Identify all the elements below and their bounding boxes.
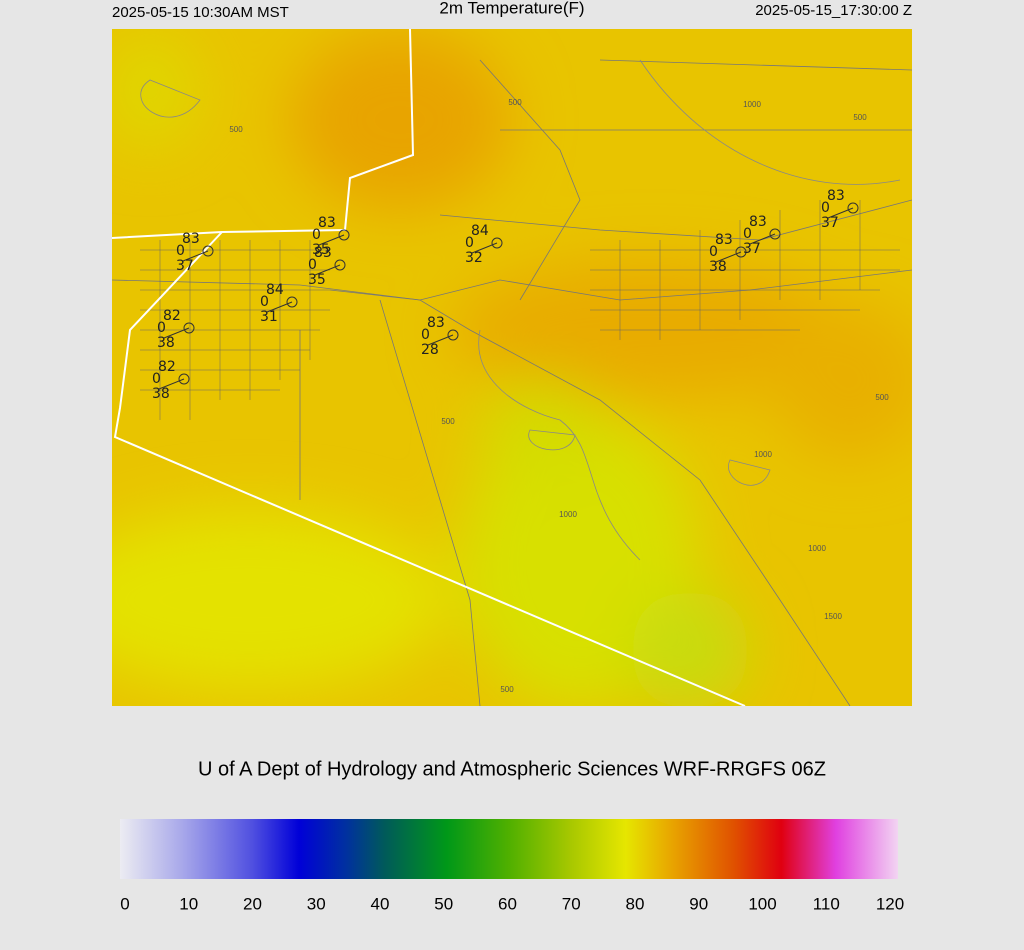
contour-label: 500	[508, 98, 522, 107]
station-circle	[769, 228, 781, 240]
station-circle	[183, 322, 195, 334]
contour-label: 500	[441, 417, 455, 426]
station-temp: 82	[158, 359, 176, 375]
station-dew: 37	[743, 241, 761, 257]
station-wind: 0	[152, 371, 161, 387]
station-circle	[847, 202, 859, 214]
contour-label: 1000	[743, 100, 761, 109]
colorbar-tick-label: 30	[307, 894, 326, 913]
station-barb	[266, 301, 293, 313]
station-wind: 0	[421, 327, 430, 343]
station-temp: 83	[749, 214, 767, 230]
roads	[112, 59, 912, 706]
contour-label: 1000	[559, 510, 577, 519]
station-barb	[158, 378, 185, 390]
station-dew: 38	[157, 335, 175, 351]
station-dew: 38	[709, 259, 727, 275]
station-barb	[163, 327, 190, 339]
colorbar-tick-label: 0	[120, 894, 129, 913]
station-dew: 37	[176, 258, 194, 274]
station-circle	[447, 329, 459, 341]
station-wind: 0	[465, 235, 474, 251]
colorbar-tick-label: 80	[626, 894, 645, 913]
station-barb	[318, 234, 345, 246]
colorbar-tick-label: 110	[813, 894, 840, 913]
colorbar-tick-label: 90	[689, 894, 708, 913]
station-circle	[735, 246, 747, 258]
station-wind: 0	[312, 227, 321, 243]
station-dew: 37	[821, 215, 839, 231]
colorbar-tick-label: 40	[371, 894, 390, 913]
station-dew: 35	[312, 242, 330, 258]
station-circle	[334, 259, 346, 271]
station-wind: 0	[176, 243, 185, 259]
station-circle	[491, 237, 503, 249]
colorbar-tick-label: 120	[876, 894, 904, 913]
station-barb	[182, 250, 209, 262]
colorbar-tick-label: 20	[243, 894, 262, 913]
station-temp: 83	[427, 315, 445, 331]
contour-label: 500	[229, 125, 243, 134]
colorbar-tick-label: 100	[748, 894, 776, 913]
station-circle	[338, 229, 350, 241]
station-wind: 0	[308, 257, 317, 273]
station-circle	[178, 373, 190, 385]
map-title: 2m Temperature(F)	[439, 0, 584, 17]
colorbar-tick-label: 50	[434, 894, 453, 913]
contour-label: 500	[875, 393, 889, 402]
colorbar-tick-label: 60	[498, 894, 517, 913]
colorbar-tick-label: 70	[562, 894, 581, 913]
station-temp: 82	[163, 308, 181, 324]
station-barb	[749, 233, 776, 245]
station-temp: 84	[471, 223, 489, 239]
station-dew: 38	[152, 386, 170, 402]
station-barb	[427, 334, 454, 346]
station-dew: 28	[421, 342, 439, 358]
station-dew: 35	[308, 272, 326, 288]
town-grid	[140, 200, 900, 420]
station-barb	[471, 242, 498, 254]
station-temp: 84	[266, 282, 284, 298]
station-barb	[314, 264, 341, 276]
station-wind: 0	[260, 294, 269, 310]
header-left: 2025-05-15 10:30AM MST	[112, 4, 289, 21]
station-temp: 83	[318, 215, 336, 231]
contour-label: 500	[853, 113, 867, 122]
colorbar-tick-label: 10	[179, 894, 198, 913]
credit: U of A Dept of Hydrology and Atmospheric…	[198, 758, 826, 780]
contour-label: 1000	[754, 450, 772, 459]
contour-label: 1000	[808, 544, 826, 553]
contour-label: 500	[500, 685, 514, 694]
contour-label: 1500	[824, 612, 842, 621]
station-temp: 83	[715, 232, 733, 248]
station-wind: 0	[821, 200, 830, 216]
station-barb	[715, 251, 742, 263]
map-area	[112, 29, 912, 706]
station-dew: 31	[260, 309, 278, 325]
station-wind: 0	[709, 244, 718, 260]
station-temp: 83	[827, 188, 845, 204]
station-barb	[827, 207, 854, 219]
station-circle	[202, 245, 214, 257]
borders	[112, 29, 746, 706]
colorbar	[120, 819, 898, 879]
header-right: 2025-05-15_17:30:00 Z	[755, 2, 912, 19]
station-dew: 32	[465, 250, 483, 266]
station-wind: 0	[157, 320, 166, 336]
station-wind: 0	[743, 226, 752, 242]
station-circle	[286, 296, 298, 308]
station-temp: 83	[314, 245, 332, 261]
station-temp: 83	[182, 231, 200, 247]
